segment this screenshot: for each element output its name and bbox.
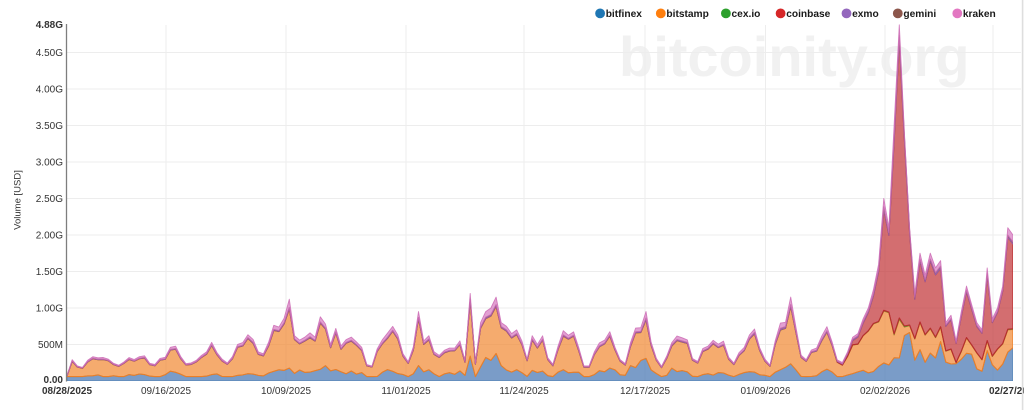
svg-text:500M: 500M	[38, 340, 63, 351]
svg-text:4.00G: 4.00G	[36, 85, 63, 96]
svg-text:11/24/2025: 11/24/2025	[499, 386, 549, 397]
svg-text:bitfinex: bitfinex	[606, 9, 643, 20]
svg-text:08/28/2025: 08/28/2025	[42, 386, 92, 397]
svg-text:02/02/2026: 02/02/2026	[860, 386, 910, 397]
svg-text:1.50G: 1.50G	[36, 267, 63, 278]
svg-text:11/01/2025: 11/01/2025	[381, 386, 431, 397]
svg-text:4.88G: 4.88G	[36, 20, 63, 31]
svg-text:02/27/2026: 02/27/2026	[989, 386, 1024, 397]
svg-text:gemini: gemini	[903, 9, 936, 20]
svg-text:1.00G: 1.00G	[36, 304, 63, 315]
svg-text:bitcoinity.org: bitcoinity.org	[619, 25, 970, 88]
svg-text:4.50G: 4.50G	[36, 48, 63, 59]
svg-text:cex.io: cex.io	[732, 9, 761, 20]
svg-text:01/09/2026: 01/09/2026	[740, 386, 790, 397]
svg-text:3.50G: 3.50G	[36, 121, 63, 132]
svg-text:bitstamp: bitstamp	[666, 9, 708, 20]
svg-text:Volume [USD]: Volume [USD]	[13, 170, 24, 230]
svg-text:exmo: exmo	[852, 9, 879, 20]
svg-text:2.50G: 2.50G	[36, 194, 63, 205]
svg-text:2.00G: 2.00G	[36, 231, 63, 242]
svg-text:coinbase: coinbase	[786, 9, 830, 20]
svg-text:10/09/2025: 10/09/2025	[261, 386, 311, 397]
svg-text:0.00: 0.00	[44, 375, 64, 386]
svg-text:12/17/2025: 12/17/2025	[620, 386, 670, 397]
svg-text:kraken: kraken	[963, 9, 996, 20]
svg-text:3.00G: 3.00G	[36, 158, 63, 169]
svg-text:09/16/2025: 09/16/2025	[141, 386, 191, 397]
